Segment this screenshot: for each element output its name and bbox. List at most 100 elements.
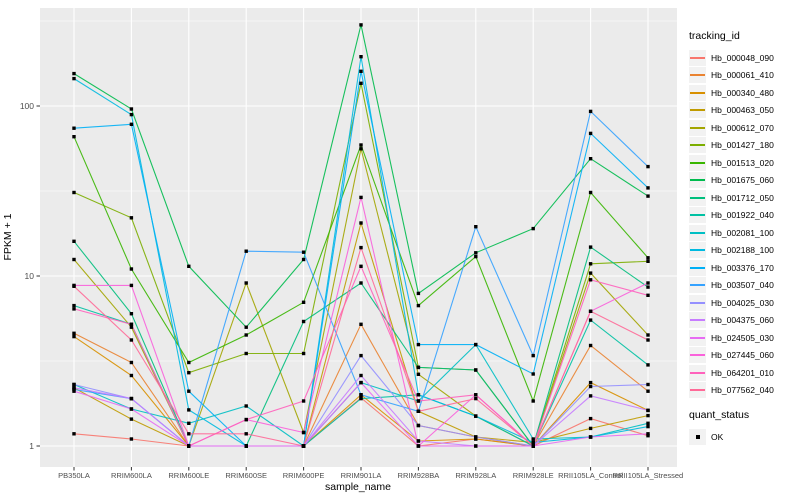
data-point	[646, 382, 650, 387]
legend-label: Hb_064201_010	[711, 367, 774, 378]
legend-entry-Hb_024505_030: Hb_024505_030	[689, 329, 799, 347]
data-point	[646, 256, 650, 260]
line-swatch-icon	[690, 231, 705, 234]
legend-entry-Hb_002081_100: Hb_002081_100	[689, 224, 799, 242]
data-point	[129, 122, 134, 126]
legend-entry-Hb_002188_100: Hb_002188_100	[689, 242, 799, 260]
legend-key	[689, 119, 706, 136]
legend-key	[689, 242, 706, 259]
line-swatch-icon	[690, 109, 705, 112]
data-point	[72, 432, 76, 436]
data-point	[416, 303, 421, 308]
data-point	[646, 434, 650, 438]
data-point	[588, 131, 593, 136]
data-point	[474, 435, 478, 439]
black-square-point-icon	[695, 434, 700, 439]
data-point	[474, 251, 478, 255]
data-point	[72, 303, 76, 308]
data-point	[416, 372, 421, 376]
legend-label: Hb_004375_060	[711, 315, 774, 326]
data-point	[129, 312, 134, 316]
line-swatch-icon	[690, 354, 705, 357]
data-point	[72, 389, 76, 393]
data-point	[244, 325, 248, 329]
data-point	[72, 331, 76, 335]
data-point	[474, 342, 478, 347]
legend-key	[689, 67, 706, 84]
data-point	[359, 143, 363, 147]
line-swatch-icon	[690, 214, 705, 217]
data-point	[531, 444, 535, 448]
legend-label: Hb_001712_050	[711, 192, 774, 203]
data-point	[129, 417, 134, 421]
line-swatch-icon	[690, 249, 705, 252]
legend-entry-Hb_004025_030: Hb_004025_030	[689, 294, 799, 312]
data-point	[588, 380, 593, 385]
x-tick-label: RRIM600PE	[283, 471, 325, 480]
data-point	[531, 226, 535, 231]
legend-entry-Hb_001513_020: Hb_001513_020	[689, 154, 799, 172]
data-point	[474, 396, 478, 401]
data-point	[187, 389, 191, 393]
line-swatch-icon	[690, 389, 705, 392]
x-tick-label: RRIM928LE	[513, 471, 554, 480]
data-point	[531, 353, 535, 358]
data-point	[416, 423, 421, 428]
x-tick-label: RRIM901LA	[341, 471, 382, 480]
data-point	[187, 432, 191, 436]
legend-label: Hb_001513_020	[711, 157, 774, 168]
legend-label: Hb_077562_040	[711, 385, 774, 396]
legend-entry-Hb_004375_060: Hb_004375_060	[689, 312, 799, 330]
data-point	[474, 254, 478, 259]
data-point	[359, 55, 363, 59]
data-point	[359, 353, 363, 358]
data-point	[244, 249, 248, 253]
data-point	[588, 157, 593, 161]
data-point	[588, 190, 593, 195]
x-tick-label: RRII105LA_Stressed	[613, 471, 683, 480]
y-tick-label: 1	[29, 441, 34, 451]
data-point	[129, 360, 134, 365]
y-axis-label: FPKM + 1	[2, 213, 14, 261]
line-swatch-icon	[690, 126, 705, 129]
data-point	[359, 322, 363, 326]
legend-title-quant-status: quant_status	[689, 409, 750, 421]
line-swatch-icon	[690, 319, 705, 322]
line-swatch-icon	[690, 371, 705, 374]
data-point	[416, 342, 421, 347]
data-point	[588, 309, 593, 313]
legend-entry-Hb_000048_090: Hb_000048_090	[689, 49, 799, 67]
data-point	[474, 444, 478, 448]
legend-label: Hb_004025_030	[711, 297, 774, 308]
data-point	[72, 334, 76, 339]
data-point	[72, 284, 76, 288]
x-tick-label: RRIM600SE	[225, 471, 267, 480]
line-swatch-icon	[690, 74, 705, 77]
legend-entry-Hb_003507_040: Hb_003507_040	[689, 277, 799, 295]
data-point	[359, 221, 363, 225]
data-point	[588, 416, 593, 421]
data-point	[72, 257, 76, 262]
legend-key	[689, 137, 706, 154]
data-point	[244, 281, 248, 285]
data-point	[129, 283, 134, 288]
legend-entry-Hb_000612_070: Hb_000612_070	[689, 119, 799, 137]
data-point	[588, 245, 593, 249]
legend-key	[689, 259, 706, 276]
data-point	[244, 444, 248, 448]
data-point	[187, 371, 191, 375]
data-point	[359, 393, 363, 397]
data-point	[646, 186, 650, 190]
legend-key	[689, 364, 706, 381]
data-point	[301, 319, 306, 324]
legend-label: Hb_003507_040	[711, 280, 774, 291]
legend-key	[689, 382, 706, 399]
data-point	[531, 437, 535, 441]
data-point	[187, 408, 191, 412]
data-point	[244, 404, 248, 408]
data-point	[301, 351, 306, 356]
legend-entry-Hb_001427_180: Hb_001427_180	[689, 137, 799, 155]
legend-entry-ok: OK	[689, 428, 799, 446]
data-point	[72, 382, 76, 387]
legend-label: Hb_000463_050	[711, 105, 774, 116]
